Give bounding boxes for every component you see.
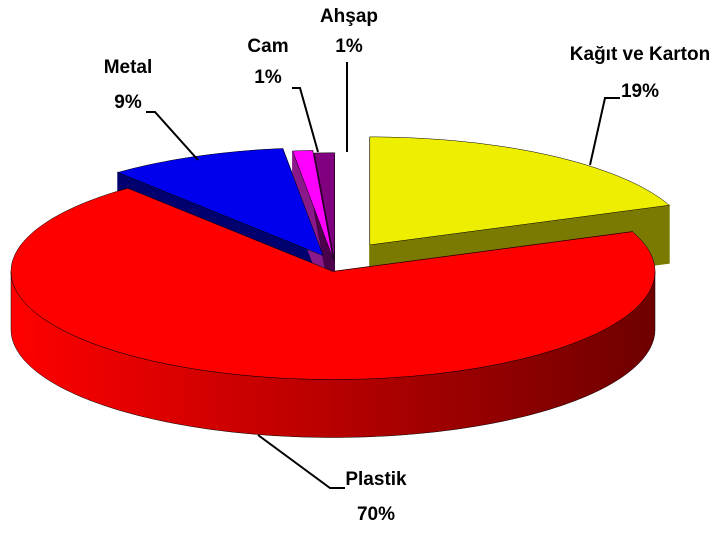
label-name: Plastik [345,469,407,490]
slice [10,188,656,380]
label-name: Kağıt ve Karton [570,44,710,65]
tops [10,136,670,380]
label-value: 1% [335,36,363,57]
slice [369,136,670,246]
label-value: 70% [357,504,395,525]
label-name: Metal [104,57,153,78]
label-name: Cam [247,36,288,57]
label-value: 9% [114,92,142,113]
leader-line [257,434,345,489]
label-value: 19% [621,81,659,102]
leader-line [589,97,620,166]
slice [313,152,335,261]
label-value: 1% [254,67,282,88]
leader-line [292,87,319,153]
slice [292,150,334,259]
leader-line [146,111,199,161]
label-name: Ahşap [320,6,378,27]
